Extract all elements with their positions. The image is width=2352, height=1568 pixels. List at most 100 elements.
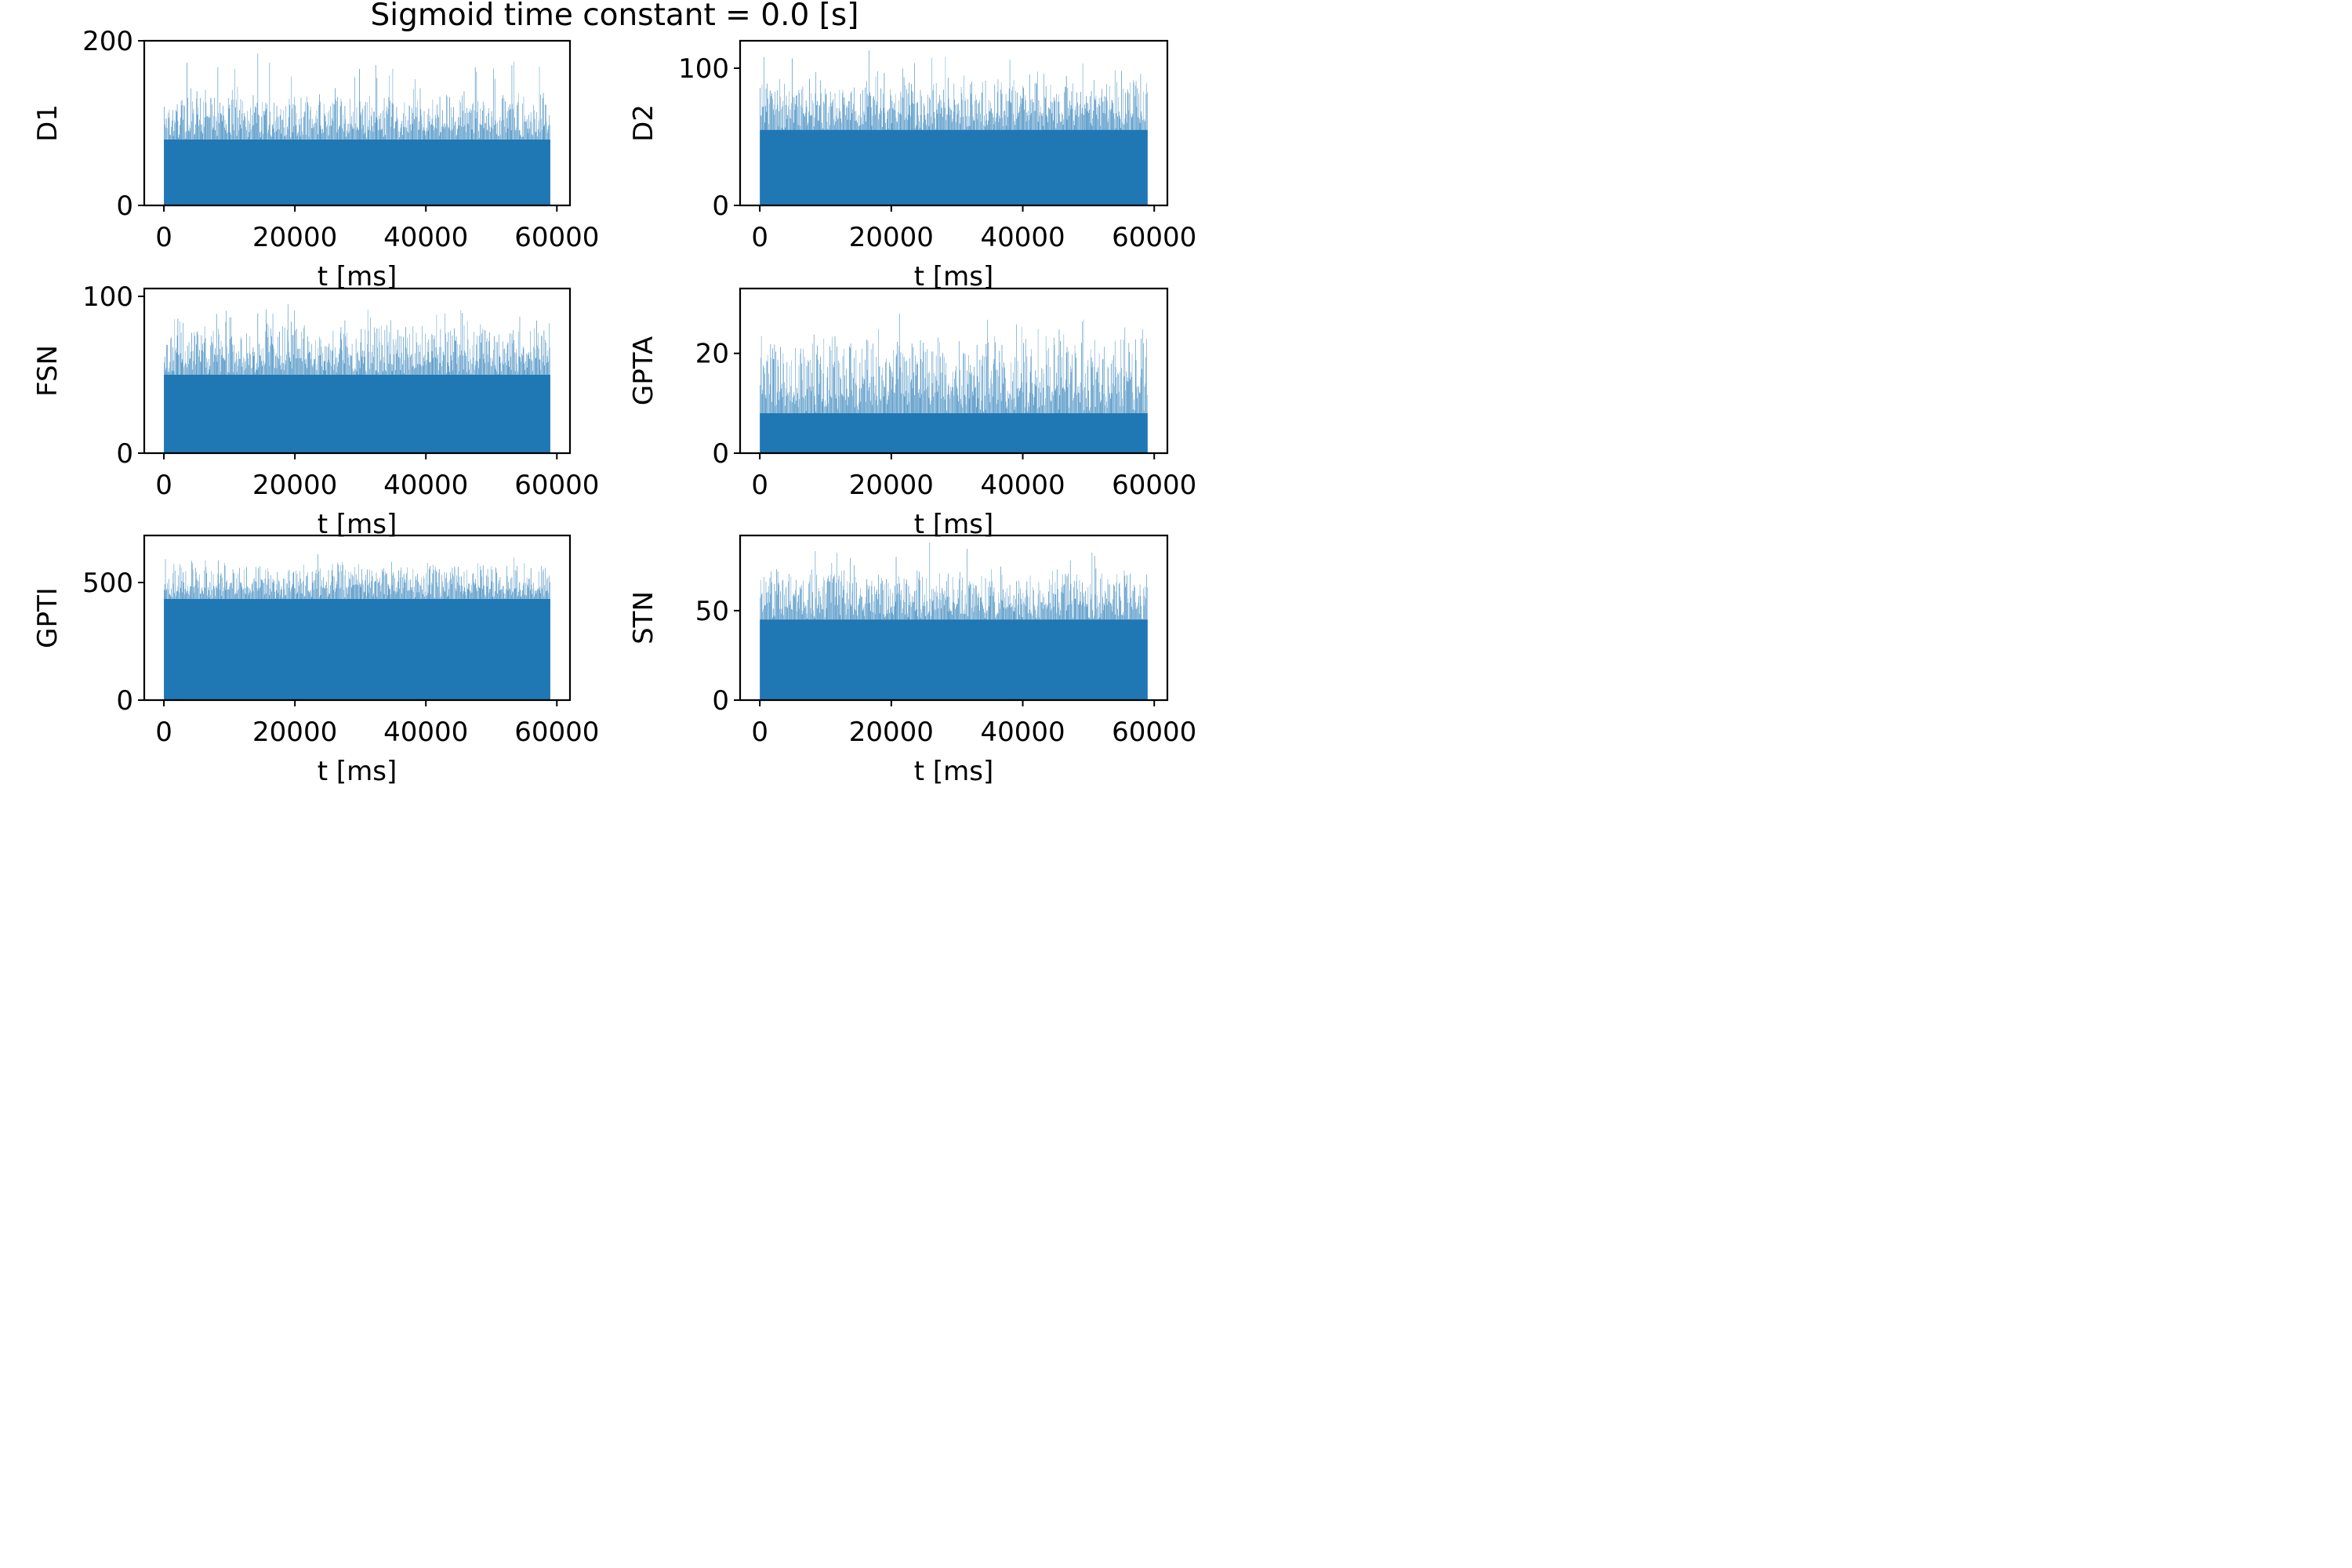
bar [916, 125, 917, 131]
bar [471, 129, 473, 140]
bar [1057, 569, 1058, 620]
bar [222, 577, 223, 600]
bar [1048, 591, 1049, 620]
bar [1134, 85, 1136, 131]
bar [207, 595, 208, 600]
bar [1025, 122, 1027, 131]
bar [173, 564, 175, 600]
bar [1082, 107, 1083, 131]
bar [1116, 376, 1117, 414]
bar-base [164, 375, 550, 453]
bar [220, 572, 222, 600]
bar [350, 123, 351, 140]
bar [475, 361, 477, 376]
bar [1036, 408, 1038, 414]
bar [537, 136, 538, 140]
bar [414, 586, 415, 600]
bar [1058, 602, 1060, 620]
bar [939, 357, 941, 414]
bar [318, 571, 319, 600]
bar [1139, 584, 1141, 620]
bar [850, 558, 851, 620]
bar [198, 125, 199, 140]
bar [1042, 112, 1044, 131]
bar [175, 350, 176, 376]
bar [836, 116, 837, 131]
bar [543, 355, 544, 376]
bar [209, 582, 211, 600]
bar [947, 573, 949, 620]
bar [170, 596, 172, 600]
bar [366, 137, 367, 140]
bar [478, 368, 479, 376]
bar [518, 130, 520, 140]
bar [221, 355, 223, 376]
bar [260, 137, 261, 140]
bar [238, 588, 239, 600]
bar [458, 357, 459, 376]
bar [331, 582, 332, 600]
bar [367, 343, 368, 376]
bar [861, 388, 862, 414]
bar [1029, 609, 1030, 620]
bar [308, 341, 310, 376]
bar [967, 99, 968, 131]
bar [538, 588, 539, 600]
bar [761, 593, 763, 620]
bar [365, 370, 366, 376]
bar [1073, 397, 1074, 414]
bar [267, 132, 268, 140]
bar [526, 122, 527, 140]
bar [1012, 605, 1013, 620]
bar [516, 571, 517, 600]
bar [187, 130, 189, 140]
bar [337, 366, 339, 376]
bar [312, 128, 314, 140]
bar [241, 586, 243, 600]
bar [1012, 86, 1013, 131]
bar [437, 354, 438, 376]
bar [1078, 604, 1080, 620]
bar [514, 569, 516, 600]
bar [405, 582, 406, 600]
bar [203, 101, 204, 140]
bar [423, 358, 424, 376]
bar [301, 583, 303, 600]
bar [249, 132, 250, 140]
bar [321, 347, 322, 376]
bar [1095, 96, 1097, 131]
bar [1008, 596, 1009, 620]
bar [422, 589, 423, 600]
bar [432, 573, 434, 600]
bar [354, 584, 356, 600]
bar [1000, 566, 1001, 620]
bar [1053, 593, 1054, 620]
bar [831, 107, 833, 131]
bar [1126, 371, 1127, 414]
x-tick-label: 20000 [849, 222, 934, 253]
bar [464, 587, 466, 600]
bar [493, 583, 494, 600]
bar [463, 590, 464, 600]
x-tick-label: 40000 [383, 470, 468, 501]
bar [429, 568, 430, 600]
bar [792, 58, 793, 131]
bar [921, 96, 923, 131]
bar [943, 396, 944, 414]
bar [218, 561, 219, 600]
bar [184, 132, 186, 140]
bar [882, 367, 883, 414]
bar [990, 586, 992, 620]
bar [1133, 590, 1134, 620]
bar [218, 328, 219, 376]
bar [819, 613, 821, 620]
bar [875, 400, 877, 414]
bar [307, 590, 309, 600]
bar [986, 356, 988, 414]
bar [329, 125, 331, 140]
bar [544, 365, 546, 376]
bar [169, 593, 170, 600]
bar [254, 112, 255, 140]
bar [437, 114, 438, 140]
bar [518, 582, 520, 600]
